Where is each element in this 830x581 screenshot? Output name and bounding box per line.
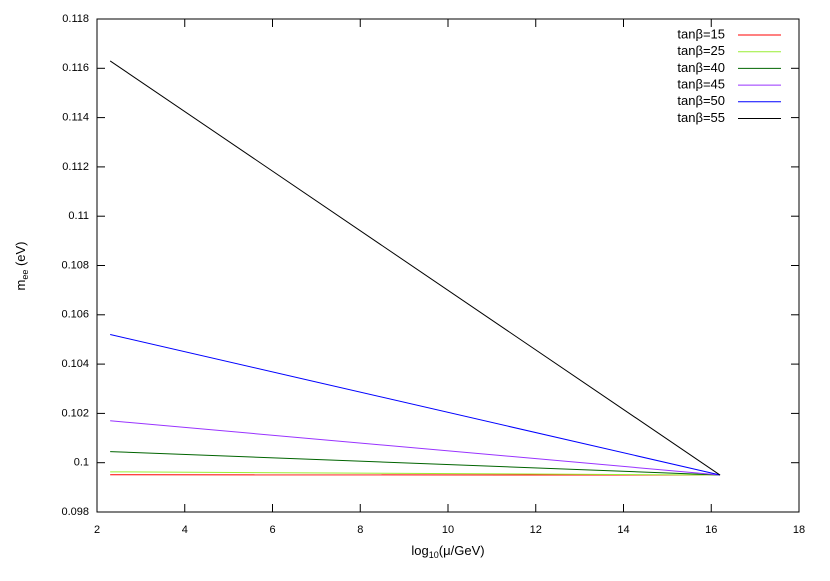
- x-tick-label: 16: [705, 524, 717, 536]
- y-tick-label: 0.108: [61, 259, 89, 271]
- series-line: [110, 451, 721, 476]
- legend-label: tanβ=55: [677, 110, 725, 125]
- legend-label: tanβ=45: [677, 77, 725, 92]
- series-line: [110, 471, 721, 476]
- x-tick-label: 10: [442, 524, 454, 536]
- y-tick-label: 0.116: [62, 62, 89, 74]
- y-tick-label: 0.112: [62, 161, 89, 173]
- legend-label: tanβ=40: [677, 60, 725, 75]
- series-line: [109, 60, 721, 476]
- y-tick-label: 0.11: [68, 210, 89, 222]
- legend-label: tanβ=50: [677, 93, 725, 108]
- y-tick-label: 0.098: [61, 506, 89, 518]
- x-tick-label: 12: [530, 524, 542, 536]
- y-tick-label: 0.114: [62, 112, 89, 124]
- legend-label: tanβ=25: [677, 43, 725, 58]
- x-axis-label: log10(μ/GeV): [411, 543, 484, 560]
- series-line: [110, 420, 721, 476]
- y-tick-label: 0.102: [61, 407, 89, 419]
- y-tick-label: 0.1: [74, 457, 89, 469]
- x-tick-label: 8: [357, 524, 363, 536]
- y-tick-label: 0.106: [61, 309, 89, 321]
- x-tick-label: 4: [182, 524, 188, 536]
- series-line: [110, 334, 721, 476]
- y-axis-label: mee (eV): [13, 241, 30, 290]
- y-tick-label: 0.104: [61, 358, 89, 370]
- x-tick-label: 18: [793, 524, 805, 536]
- y-tick-label: 0.118: [62, 13, 89, 25]
- x-tick-label: 2: [94, 524, 100, 536]
- legend-label: tanβ=15: [677, 26, 725, 41]
- x-tick-label: 14: [617, 524, 629, 536]
- x-tick-label: 6: [269, 524, 275, 536]
